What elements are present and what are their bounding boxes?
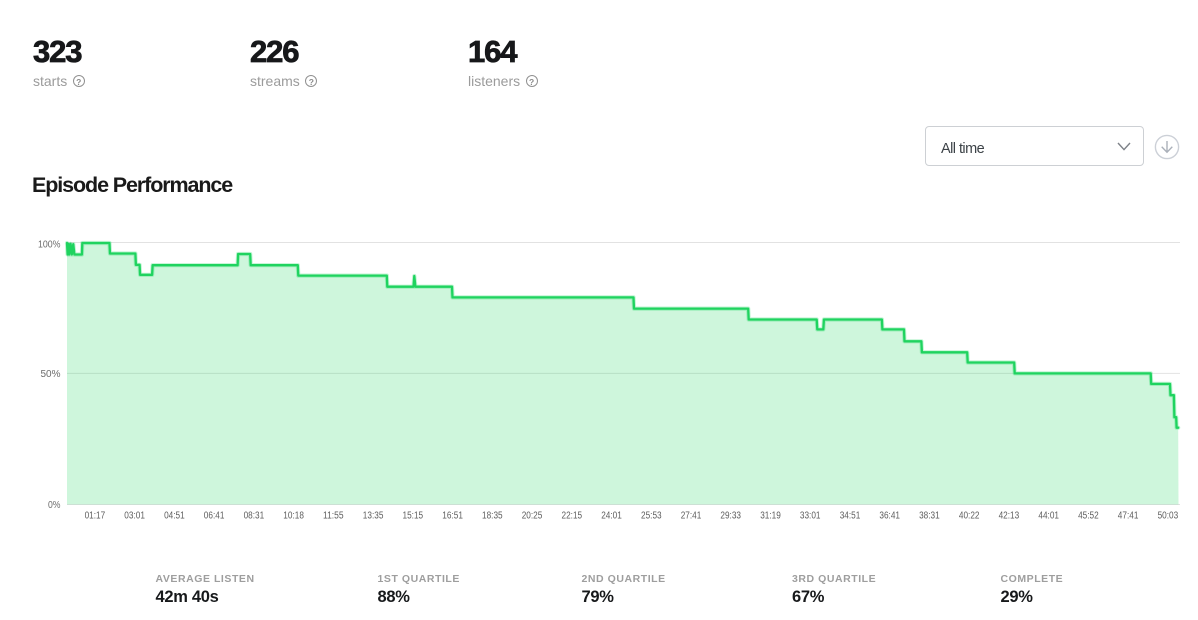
svg-text:10:18: 10:18 <box>283 510 304 521</box>
svg-text:38:31: 38:31 <box>919 510 940 521</box>
svg-text:0%: 0% <box>48 500 61 511</box>
svg-text:15:15: 15:15 <box>403 510 424 521</box>
svg-text:42:13: 42:13 <box>999 510 1020 521</box>
svg-text:31:19: 31:19 <box>760 510 781 521</box>
svg-text:08:31: 08:31 <box>244 510 265 521</box>
svg-text:45:52: 45:52 <box>1078 510 1099 521</box>
svg-text:11:55: 11:55 <box>323 510 344 521</box>
svg-text:04:51: 04:51 <box>164 510 185 521</box>
svg-text:06:41: 06:41 <box>204 510 225 521</box>
svg-text:44:01: 44:01 <box>1038 510 1059 521</box>
svg-text:16:51: 16:51 <box>442 510 463 521</box>
svg-text:24:01: 24:01 <box>601 510 622 521</box>
svg-text:47:41: 47:41 <box>1118 510 1139 521</box>
svg-text:36:41: 36:41 <box>879 510 900 521</box>
svg-text:33:01: 33:01 <box>800 510 821 521</box>
svg-text:03:01: 03:01 <box>124 510 145 521</box>
svg-text:01:17: 01:17 <box>85 510 106 521</box>
svg-text:50:03: 50:03 <box>1158 510 1179 521</box>
svg-text:100%: 100% <box>38 240 61 251</box>
svg-text:40:22: 40:22 <box>959 510 980 521</box>
svg-text:25:53: 25:53 <box>641 510 662 521</box>
svg-text:27:41: 27:41 <box>681 510 702 521</box>
svg-text:18:35: 18:35 <box>482 510 503 521</box>
svg-text:29:33: 29:33 <box>720 510 741 521</box>
svg-text:13:35: 13:35 <box>363 510 384 521</box>
svg-text:20:25: 20:25 <box>522 510 543 521</box>
svg-text:34:51: 34:51 <box>840 510 861 521</box>
svg-text:22:15: 22:15 <box>562 510 583 521</box>
svg-text:50%: 50% <box>41 369 61 380</box>
